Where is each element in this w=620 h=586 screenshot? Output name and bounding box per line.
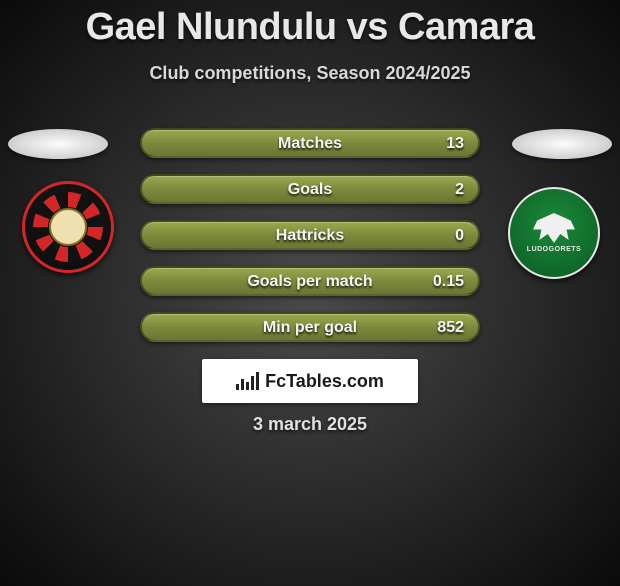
page-subtitle: Club competitions, Season 2024/2025: [0, 63, 620, 84]
stat-row-goals: Goals 2: [140, 174, 480, 204]
stats-panel: Matches 13 Goals 2 Hattricks 0 Goals per…: [140, 128, 480, 358]
stat-value: 0: [455, 222, 464, 250]
stat-label: Goals per match: [142, 268, 478, 296]
club-left-badge: [22, 181, 114, 273]
stat-value: 852: [437, 314, 464, 342]
stat-label: Min per goal: [142, 314, 478, 342]
page-title: Gael Nlundulu vs Camara: [0, 6, 620, 49]
club-right-name: LUDOGORETS: [527, 246, 581, 253]
stat-value: 0.15: [433, 268, 464, 296]
watermark-text: FcTables.com: [265, 371, 384, 392]
club-right-badge: LUDOGORETS: [508, 187, 600, 279]
stat-row-hattricks: Hattricks 0: [140, 220, 480, 250]
stat-row-min-per-goal: Min per goal 852: [140, 312, 480, 342]
watermark-box: FcTables.com: [202, 359, 418, 403]
stat-value: 2: [455, 176, 464, 204]
stat-label: Goals: [142, 176, 478, 204]
stat-label: Hattricks: [142, 222, 478, 250]
stat-value: 13: [446, 130, 464, 158]
stat-row-matches: Matches 13: [140, 128, 480, 158]
eagle-icon: [533, 213, 575, 243]
infographic-date: 3 march 2025: [0, 414, 620, 435]
watermark-chart-icon: [236, 372, 259, 390]
stat-row-goals-per-match: Goals per match 0.15: [140, 266, 480, 296]
player-right-avatar: [512, 129, 612, 159]
stat-label: Matches: [142, 130, 478, 158]
player-left-avatar: [8, 129, 108, 159]
